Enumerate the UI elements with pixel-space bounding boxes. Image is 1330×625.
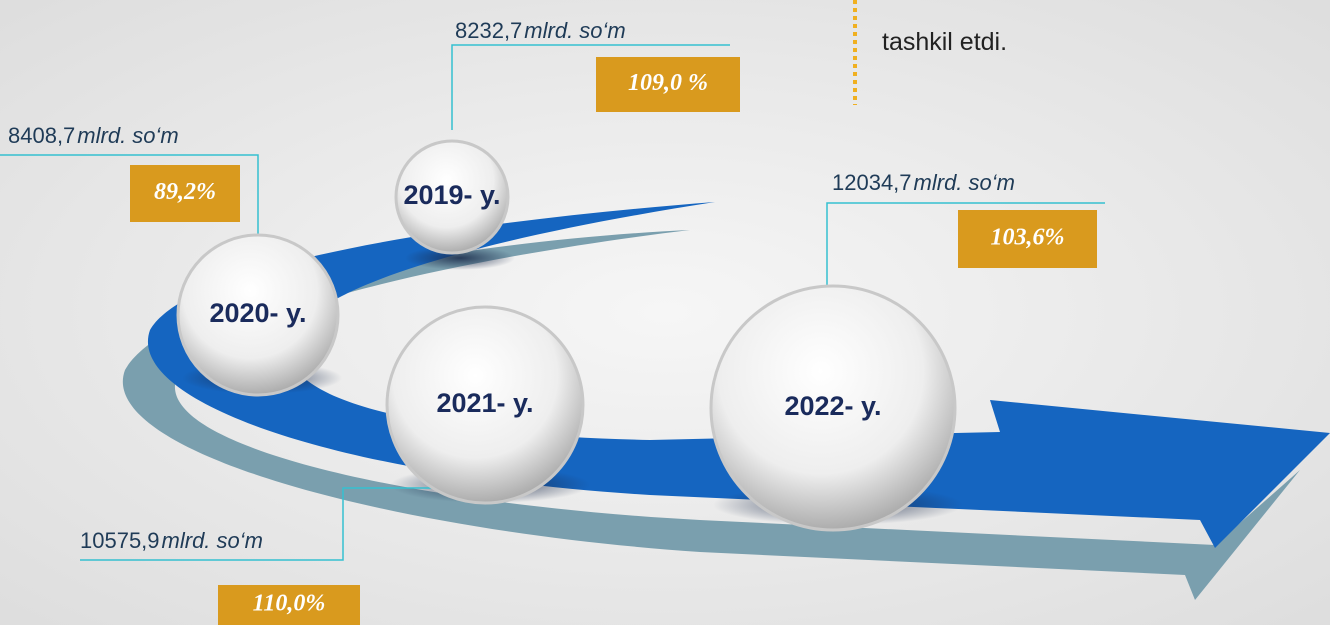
- year-label: 2019- y.: [403, 180, 500, 210]
- amount: 12034,7: [832, 170, 912, 195]
- percent-label: 89,2%: [154, 179, 216, 205]
- amount-text: 8408,7mlrd. so‘m: [8, 123, 179, 148]
- amount-text: 10575,9mlrd. so‘m: [80, 528, 263, 553]
- unit: mlrd. so‘m: [162, 528, 263, 553]
- year-label: 2020- y.: [209, 298, 306, 328]
- unit: mlrd. so‘m: [524, 18, 625, 43]
- percent-label: 103,6%: [991, 225, 1065, 251]
- infographic: tashkil etdi. 8232,7mlrd. so‘m109,0 %201…: [0, 0, 1330, 625]
- year-label: 2022- y.: [784, 391, 881, 421]
- amount: 10575,9: [80, 528, 160, 553]
- unit: mlrd. so‘m: [77, 123, 178, 148]
- year-label: 2021- y.: [436, 388, 533, 418]
- amount-text: 8232,7mlrd. so‘m: [455, 18, 626, 43]
- amount: 8232,7: [455, 18, 522, 43]
- amount: 8408,7: [8, 123, 75, 148]
- percent-label: 109,0 %: [628, 70, 708, 96]
- percent-label: 110,0%: [253, 591, 326, 617]
- note-text: tashkil etdi.: [882, 28, 1007, 56]
- unit: mlrd. so‘m: [914, 170, 1015, 195]
- amount-text: 12034,7mlrd. so‘m: [832, 170, 1015, 195]
